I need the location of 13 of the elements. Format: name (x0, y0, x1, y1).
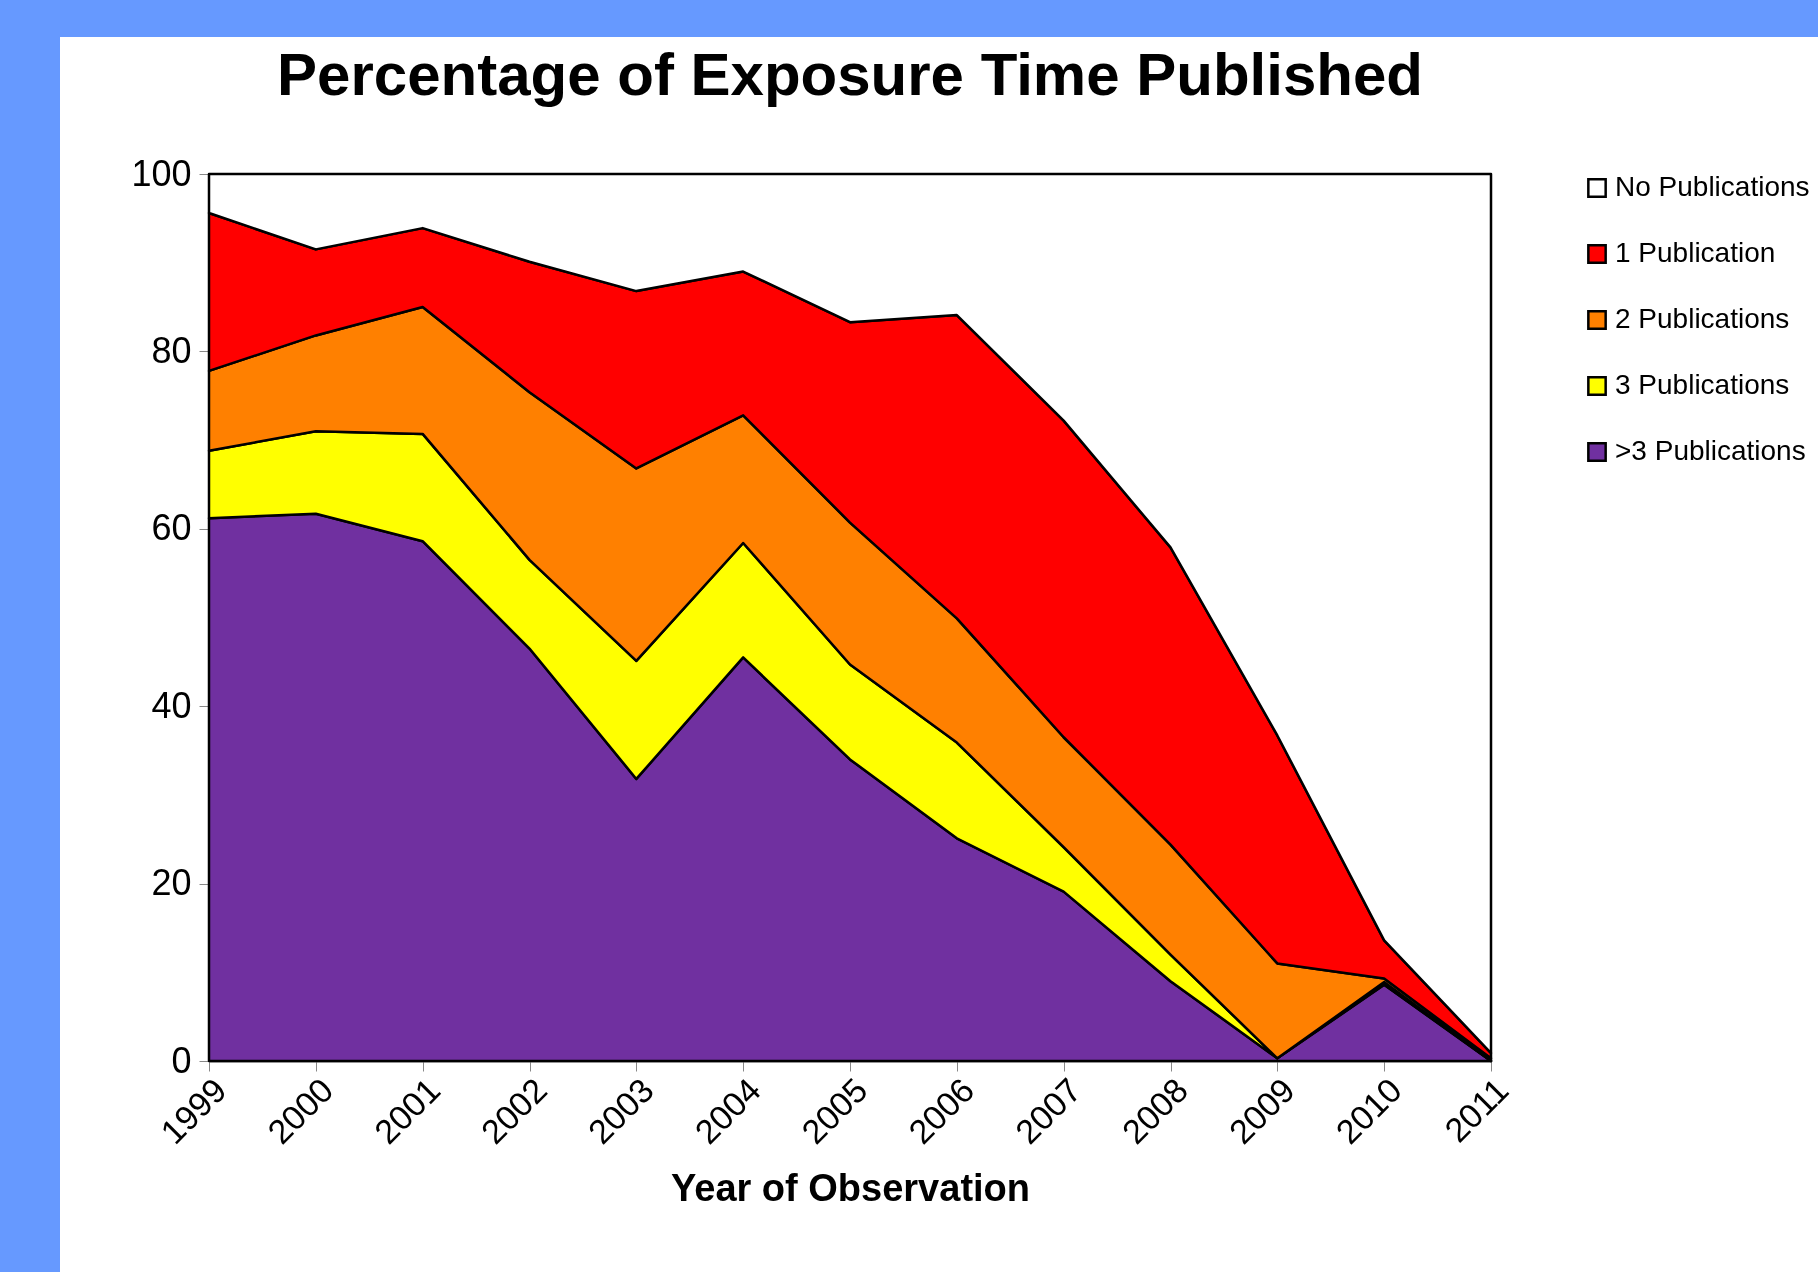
legend-label: 3 Publications (1615, 369, 1790, 400)
legend-label: 2 Publications (1615, 303, 1790, 334)
legend-label: >3 Publications (1615, 435, 1806, 466)
y-tick-label: 60 (151, 507, 192, 549)
y-tick-label: 40 (151, 684, 192, 726)
legend-label: 1 Publication (1615, 237, 1776, 268)
chart-title: Percentage of Exposure Time Published (277, 41, 1423, 108)
legend-label: No Publications (1615, 171, 1810, 202)
y-tick-label: 20 (151, 862, 192, 904)
y-tick-label: 100 (131, 152, 192, 194)
x-axis-title: Year of Observation (670, 1167, 1031, 1210)
y-tick-label: 80 (151, 329, 192, 371)
y-tick-label: 0 (171, 1039, 192, 1081)
